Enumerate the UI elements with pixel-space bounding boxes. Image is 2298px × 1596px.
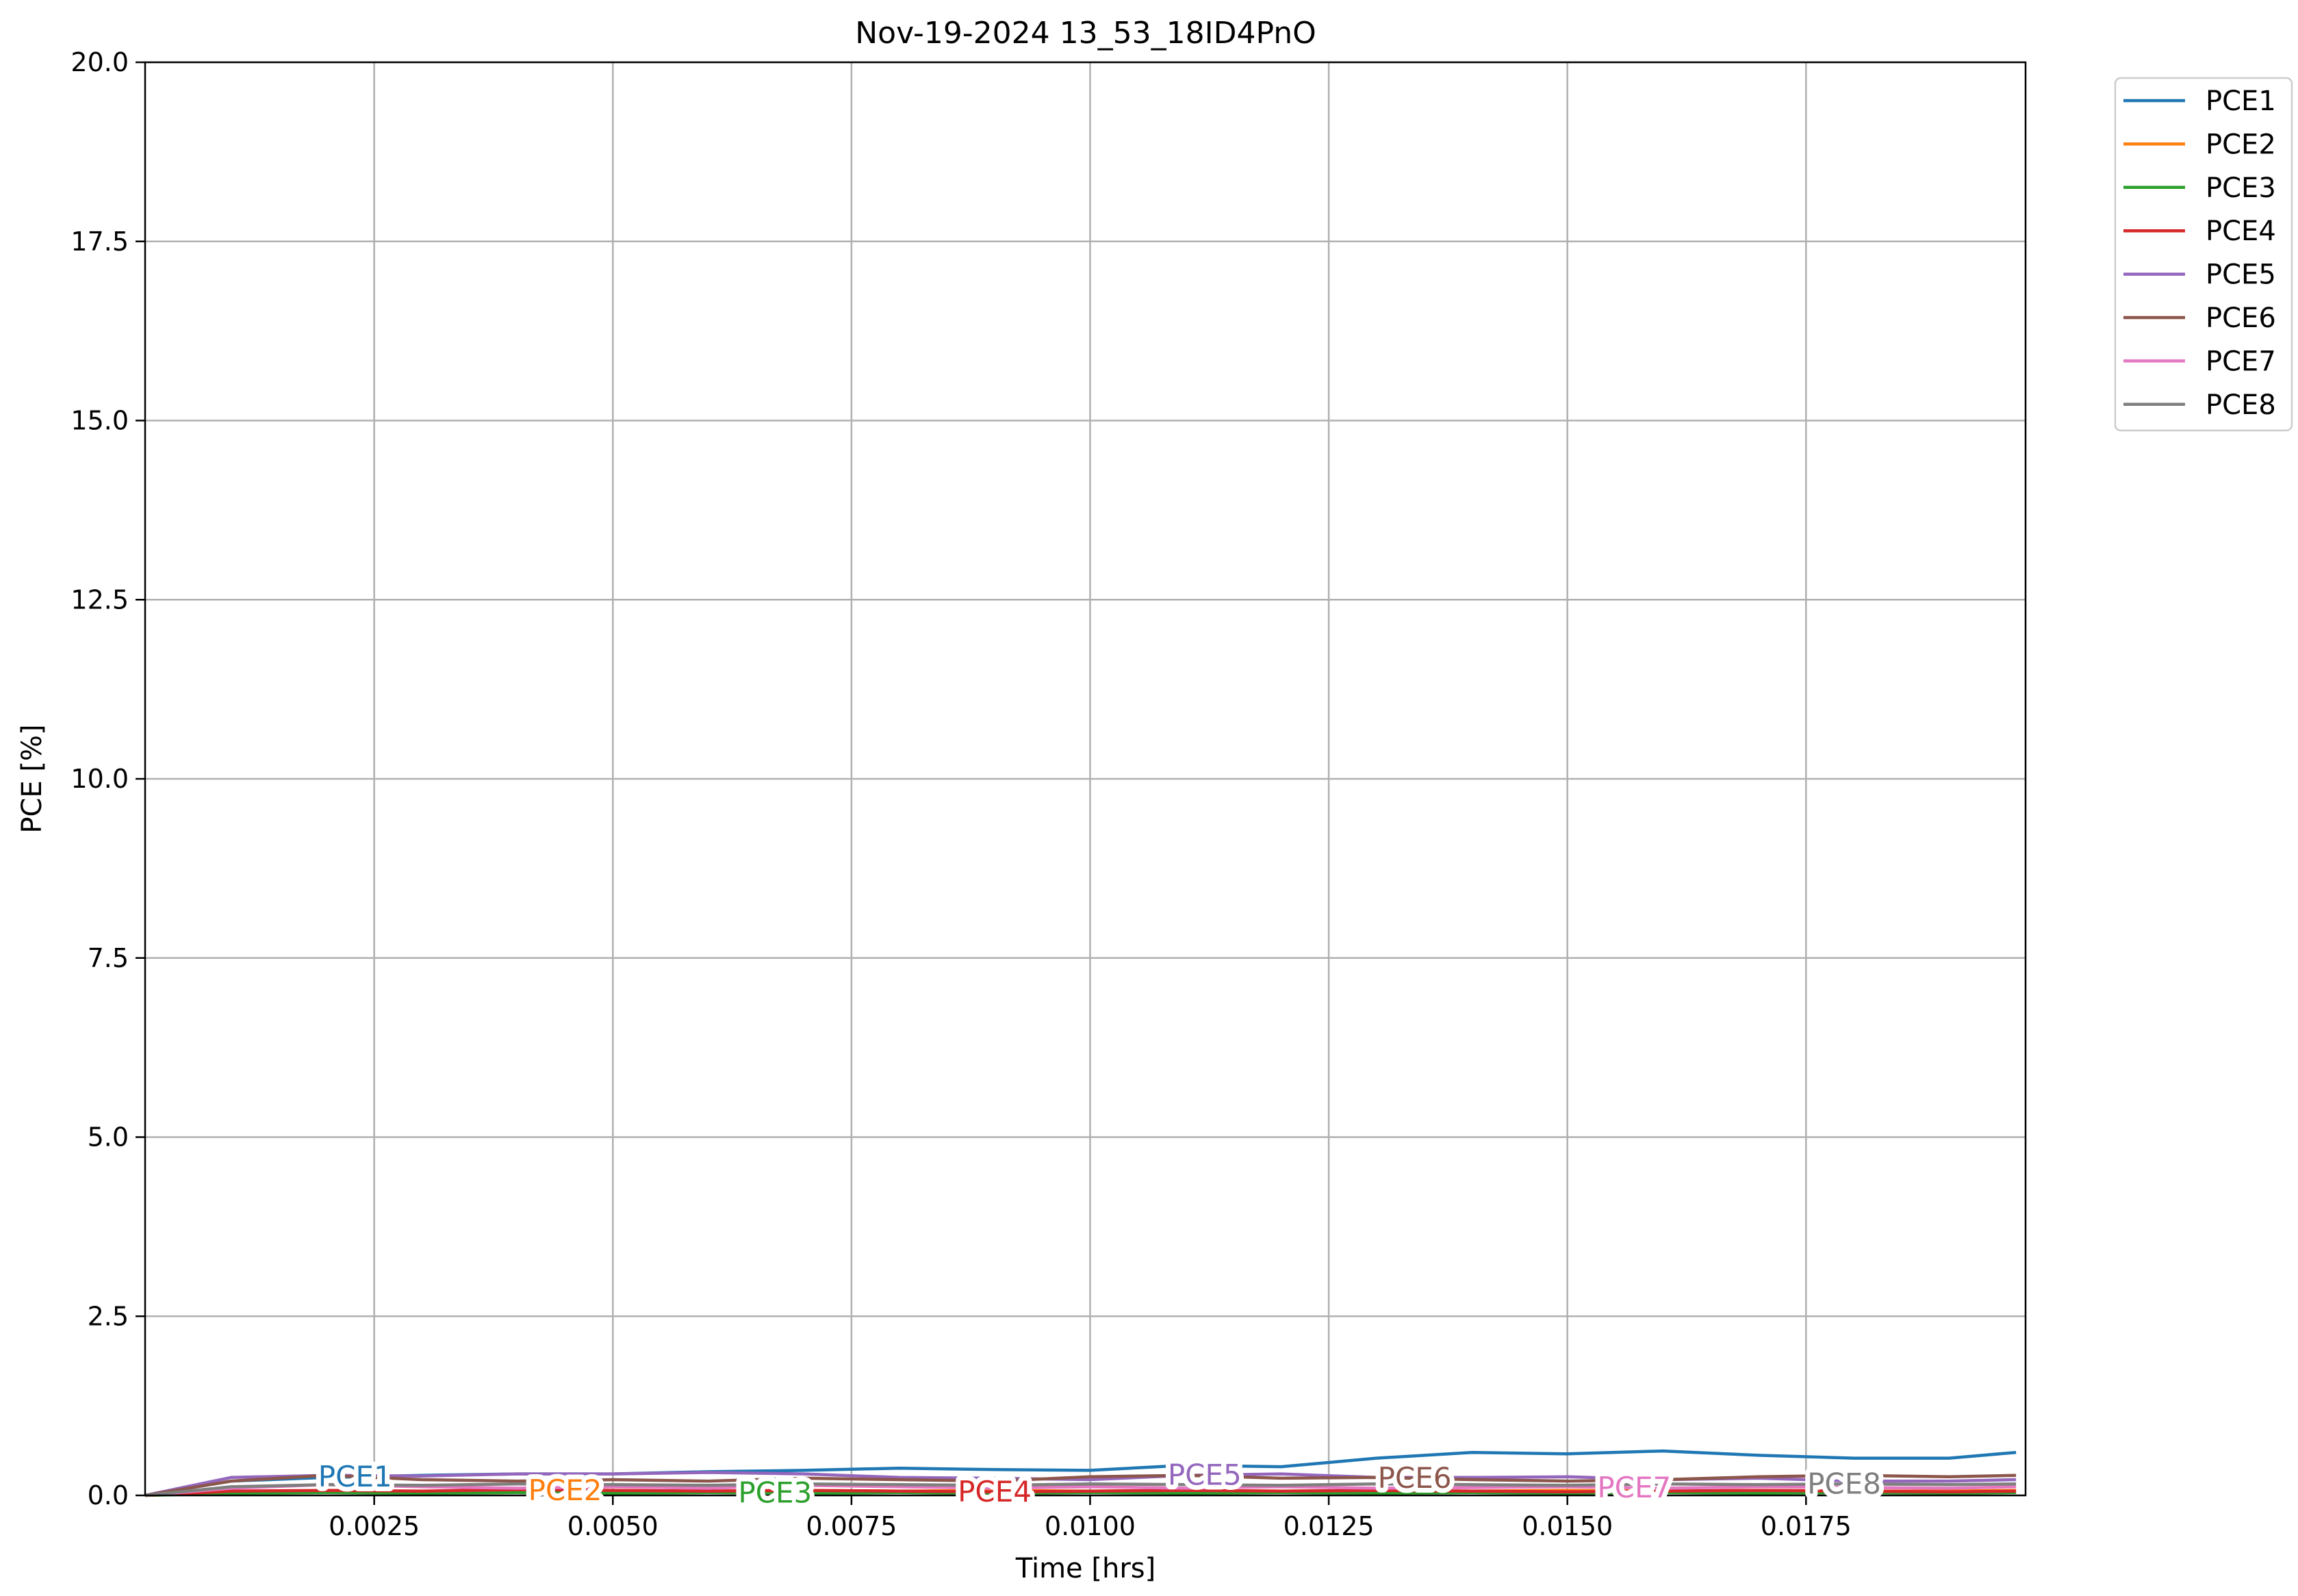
- inline-label-pce7: PCE7: [1597, 1471, 1671, 1504]
- y-axis-ticks: 0.0 2.5 5.0 7.5 10.0 12.5 15.0 17.5 20.0: [71, 47, 145, 1510]
- y-tick-label: 17.5: [71, 227, 129, 257]
- legend-box: [2114, 77, 2293, 432]
- x-axis-label: Time [hrs]: [1015, 1553, 1156, 1584]
- y-tick-label: 15.0: [71, 406, 129, 436]
- series-line-pce8: [144, 1482, 2017, 1497]
- x-tick-label: 0.0100: [1045, 1511, 1136, 1541]
- y-tick-label: 2.5: [88, 1301, 129, 1331]
- x-tick-label: 0.0125: [1284, 1511, 1375, 1541]
- x-tick-label: 0.0050: [567, 1511, 659, 1541]
- inline-label-pce8: PCE8: [1807, 1467, 1881, 1500]
- x-tick-label: 0.0175: [1761, 1511, 1852, 1541]
- series-line-pce4: [144, 1488, 2017, 1497]
- y-tick-label: 12.5: [71, 584, 129, 615]
- legend-label-pce1: PCE1: [2206, 86, 2276, 117]
- inline-label-pce1: PCE1: [318, 1460, 392, 1493]
- series-line-pce6: [144, 1473, 2017, 1497]
- chart-title: Nov-19-2024 13_53_18ID4PnO: [855, 16, 1316, 51]
- legend-label-pce6: PCE6: [2206, 303, 2276, 334]
- y-tick-label: 10.0: [71, 764, 129, 794]
- y-tick-label: 20.0: [71, 47, 129, 77]
- y-tick-label: 0.0: [88, 1480, 129, 1510]
- inline-label-pce4: PCE4: [958, 1475, 1032, 1508]
- inline-label-pce5: PCE5: [1168, 1458, 1242, 1491]
- legend-label-pce3: PCE3: [2206, 172, 2276, 204]
- inline-label-pce3: PCE3: [738, 1476, 812, 1510]
- inline-label-pce2: PCE2: [528, 1473, 602, 1507]
- x-tick-label: 0.0150: [1522, 1511, 1613, 1541]
- legend-label-pce2: PCE2: [2206, 129, 2276, 160]
- series-layer: [144, 1449, 2017, 1497]
- x-tick-label: 0.0025: [329, 1511, 420, 1541]
- legend-label-pce4: PCE4: [2206, 216, 2276, 247]
- legend-label-pce5: PCE5: [2206, 259, 2276, 291]
- grid-lines: [145, 61, 2026, 1497]
- x-axis-ticks: 0.0025 0.0050 0.0075 0.0100 0.0125 0.0150 0.01…: [329, 1495, 1852, 1541]
- y-tick-label: 5.0: [88, 1122, 129, 1153]
- legend-label-pce7: PCE7: [2206, 346, 2276, 377]
- x-tick-label: 0.0075: [806, 1511, 897, 1541]
- legend: PCE1 PCE2 PCE3 PCE4 PCE5 PCE6 PCE7 PCE8: [2114, 77, 2293, 432]
- inline-label-pce6: PCE6: [1378, 1461, 1452, 1495]
- inline-series-labels: PCE1 PCE2 PCE3 PCE4 PCE5 PCE6 PCE7 PCE8: [314, 1453, 1886, 1514]
- legend-label-pce8: PCE8: [2206, 389, 2276, 421]
- y-axis-label: PCE [%]: [16, 724, 48, 833]
- series-line-pce7: [144, 1483, 2017, 1497]
- y-tick-label: 7.5: [88, 943, 129, 973]
